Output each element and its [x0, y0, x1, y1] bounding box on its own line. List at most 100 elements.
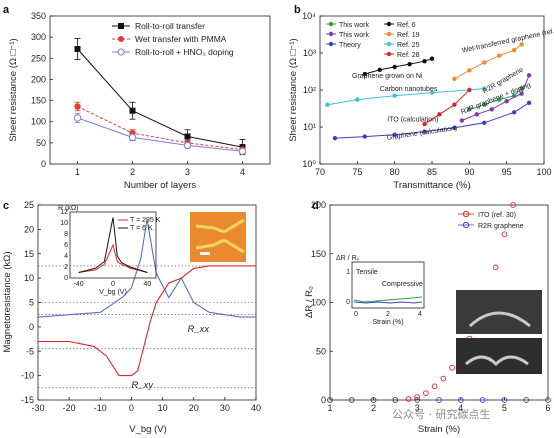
inset-ylabel: ΔR / R₀	[336, 255, 360, 262]
legend-marker	[462, 221, 470, 229]
x-tick-label: 3	[185, 167, 190, 177]
panel-a-axes	[49, 15, 271, 165]
legend-marker	[328, 21, 334, 27]
data-point	[392, 64, 397, 70]
inset-x-tick-label: -40	[74, 281, 84, 288]
legend-label: Ref. 6	[397, 22, 416, 29]
legend-label: Theory	[339, 42, 361, 49]
panel-a-chart: 1 2 3 4 0 50 100 150 200 250 300 350 Roll-to-roll t…	[8, 11, 271, 191]
x-tick-label: -20	[63, 403, 76, 413]
x-tick-label: 40	[251, 403, 261, 413]
inset-x-tick-label: 40	[144, 281, 152, 288]
legend-marker	[328, 41, 334, 47]
y-tick-label: 300	[31, 32, 46, 42]
series-line	[77, 106, 243, 151]
panel-d-photo-bottom	[456, 338, 542, 374]
y-tick-label: 200	[311, 200, 326, 210]
x-tick-label: 80	[390, 167, 400, 177]
y-tick-label: 10²	[303, 85, 316, 95]
data-point	[431, 383, 438, 390]
y-tick-label: 10⁴	[302, 11, 316, 21]
x-tick-label: 0	[129, 403, 134, 413]
annotation-ito: ITO (calculation)	[387, 117, 438, 124]
x-tick-label: 70	[315, 167, 325, 177]
y-tick-label: 5	[29, 298, 34, 308]
y-tick-label: 10¹	[303, 122, 316, 132]
annotation-ni: Graphene grown on Ni	[352, 73, 423, 80]
x-tick-label: 30	[220, 403, 230, 413]
data-point	[519, 91, 524, 96]
data-point	[449, 364, 455, 371]
annotation-wet: Wet-transferred graphene (ref. 19)	[461, 26, 554, 55]
annotation-cnt: Carbon nanotubes	[380, 86, 438, 93]
inset-ylabel: R (kΩ)	[58, 205, 78, 212]
data-point	[526, 73, 532, 78]
y-tick-label: 200	[31, 74, 46, 84]
inset-y-tick-label: 2	[64, 264, 68, 271]
legend-label: Roll-to-roll transfer	[135, 21, 205, 31]
panel-label-a: a	[3, 4, 10, 16]
x-tick-label: 1	[75, 167, 80, 177]
inset-axes	[351, 261, 425, 309]
x-tick-label: 75	[352, 167, 362, 177]
data-point	[492, 264, 499, 271]
inset-y-tick-label: 4	[64, 253, 68, 260]
y-tick-label: 25	[24, 200, 34, 210]
legend-label: Wet transfer with PMMA	[135, 34, 227, 44]
legend-label: Roll-to-roll + HNO₃ doping	[135, 47, 234, 57]
data-point	[545, 397, 551, 403]
inset-x-tick-label: 0	[111, 281, 115, 288]
data-point	[511, 47, 517, 53]
panel-b-ylabel: Sheet resistance (Ω □⁻¹)	[288, 38, 299, 141]
data-point	[501, 397, 508, 403]
inset-y-tick-label: 0	[64, 275, 68, 282]
data-point	[452, 125, 457, 131]
panel-c-device-image	[190, 212, 246, 262]
data-point	[440, 375, 447, 382]
data-point	[423, 390, 429, 397]
y-tick-label: 350	[31, 11, 46, 21]
series-line	[334, 102, 530, 139]
panel-d-photo-top-film	[468, 311, 531, 328]
legend-marker	[328, 31, 334, 37]
inset-y-tick-label: 12	[60, 209, 68, 216]
y-tick-label: 150	[311, 249, 326, 259]
x-tick-label: 100	[536, 167, 551, 177]
inset-y-tick-label: 6	[64, 242, 68, 249]
inset-y-tick-label: 10	[60, 220, 68, 227]
inset-tensile-label: Tensile	[356, 269, 378, 276]
legend-marker	[462, 210, 470, 218]
data-point	[497, 53, 502, 58]
y-tick-label: 0	[321, 395, 326, 405]
data-point	[429, 56, 435, 61]
data-point	[348, 397, 355, 403]
data-point	[370, 397, 377, 403]
data-point	[422, 59, 427, 64]
panel-label-c: c	[3, 200, 9, 212]
data-point	[422, 129, 427, 134]
panel-b-xlabel: Transmittance (%)	[393, 180, 470, 191]
x-tick-label: 1	[327, 403, 332, 413]
y-tick-label: 100	[31, 117, 46, 127]
data-point	[467, 68, 472, 73]
x-tick-label: 2	[130, 167, 135, 177]
data-point	[377, 67, 382, 73]
data-point	[362, 71, 367, 77]
y-tick-label: 150	[31, 96, 46, 106]
x-tick-label: 2	[371, 403, 376, 413]
series-line	[327, 88, 485, 106]
label-rxx: R_xx	[187, 324, 210, 335]
legend-label: Ref. 28	[397, 52, 420, 59]
data-point	[355, 97, 360, 102]
data-point	[73, 114, 82, 122]
data-point	[436, 397, 442, 403]
data-point	[332, 135, 338, 141]
data-point	[129, 107, 136, 114]
inset-series-line	[78, 243, 148, 273]
data-point	[452, 76, 457, 82]
inset-y-tick-label: 0	[346, 299, 350, 306]
series-line	[38, 265, 256, 377]
x-tick-label: 4	[240, 167, 245, 177]
panel-label-d: d	[312, 200, 319, 212]
